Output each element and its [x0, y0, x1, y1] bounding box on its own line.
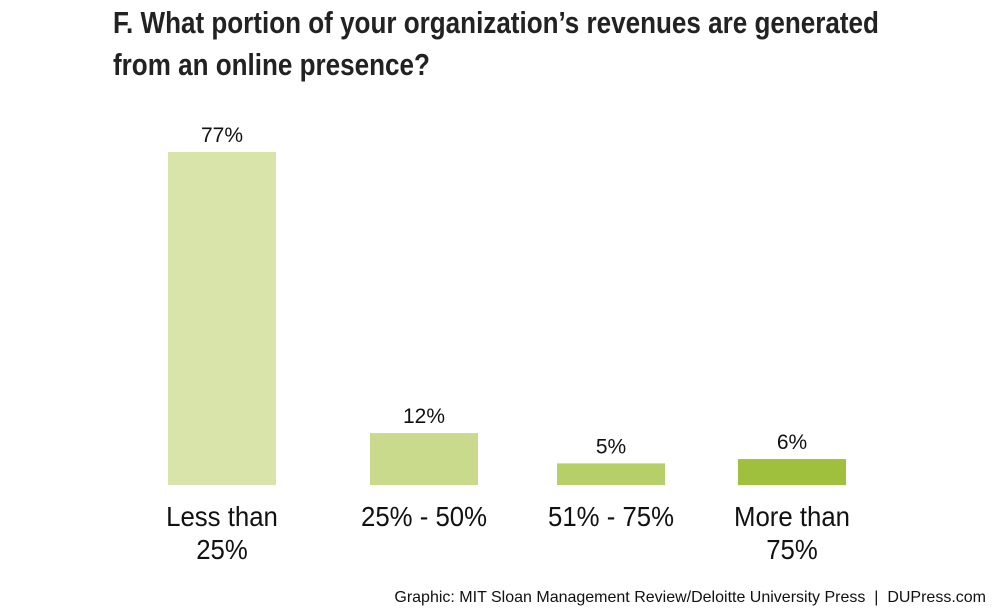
value-label: 77% [201, 124, 243, 147]
chart-title: F. What portion of your organization’s r… [113, 5, 879, 82]
x-tick-label: 51% - 75% [547, 501, 675, 532]
value-label: 5% [596, 435, 626, 458]
bar [168, 152, 276, 485]
x-tick-label: 25% - 50% [360, 501, 488, 532]
source: Graphic: MIT Sloan Management Review/Del… [394, 589, 986, 606]
bar [370, 433, 478, 485]
x-tick-label: Less than 25% [166, 501, 278, 565]
bar [738, 459, 846, 485]
x-tick-label: More than 75% [733, 501, 850, 565]
value-label: 12% [403, 405, 445, 428]
value-label: 6% [777, 431, 807, 454]
bar [557, 463, 665, 485]
